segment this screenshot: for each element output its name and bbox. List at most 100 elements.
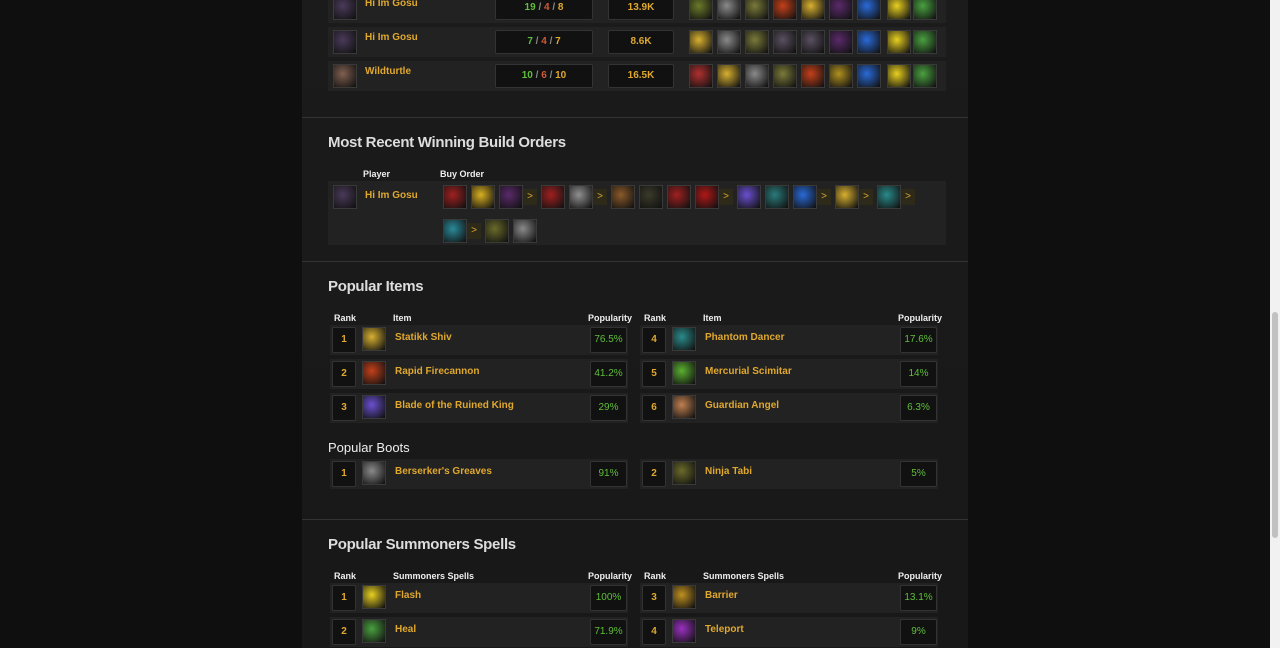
item-icon[interactable]: [689, 64, 713, 88]
item-name[interactable]: Mercurial Scimitar: [705, 366, 792, 377]
col-item: Summoners Spells: [393, 571, 475, 581]
rank-box: 2: [332, 619, 356, 645]
col-player: Player: [363, 169, 391, 179]
rank-box: 6: [642, 395, 666, 421]
assists: 7: [555, 36, 561, 47]
then-arrow: >: [593, 189, 607, 205]
summoner-spell-icon[interactable]: [913, 64, 937, 88]
summoner-spell-icon[interactable]: [913, 30, 937, 54]
item-icon[interactable]: [745, 30, 769, 54]
item-icon[interactable]: [695, 185, 719, 209]
item-icon[interactable]: [857, 30, 881, 54]
summoner-spell-icon[interactable]: [887, 0, 911, 20]
item-icon[interactable]: [717, 64, 741, 88]
item-icon[interactable]: [835, 185, 859, 209]
col-rank: Rank: [334, 313, 357, 323]
rank-box: 2: [642, 461, 666, 487]
popular-row: 4 Phantom Dancer 17.6%: [640, 325, 938, 355]
item-icon[interactable]: [737, 185, 761, 209]
item-icon[interactable]: [801, 64, 825, 88]
item-icon[interactable]: [717, 0, 741, 20]
item-icon[interactable]: [773, 64, 797, 88]
item-name[interactable]: Guardian Angel: [705, 400, 780, 411]
item-icon[interactable]: [829, 30, 853, 54]
item-icon[interactable]: [717, 30, 741, 54]
item-icon[interactable]: [541, 185, 565, 209]
popularity-box: 41.2%: [590, 361, 627, 387]
summoner-spell-icon[interactable]: [887, 30, 911, 54]
item-icon[interactable]: [765, 185, 789, 209]
item-icon[interactable]: [857, 0, 881, 20]
item-icon[interactable]: [829, 64, 853, 88]
item-name[interactable]: Teleport: [705, 624, 744, 635]
item-icon[interactable]: [672, 619, 696, 643]
item-icon[interactable]: [745, 64, 769, 88]
item-name[interactable]: Ninja Tabi: [705, 466, 753, 477]
player-name[interactable]: Hi Im Gosu: [365, 0, 418, 9]
rank-box: 3: [332, 395, 356, 421]
item-icon[interactable]: [672, 585, 696, 609]
item-icon[interactable]: [672, 395, 696, 419]
popularity-box: 5%: [900, 461, 937, 487]
item-icon[interactable]: [362, 395, 386, 419]
item-name[interactable]: Heal: [395, 624, 417, 635]
summoner-spell-icon[interactable]: [913, 0, 937, 20]
popularity-box: 76.5%: [590, 327, 627, 353]
item-icon[interactable]: [745, 0, 769, 20]
item-icon[interactable]: [829, 0, 853, 20]
popularity-box: 100%: [590, 585, 627, 611]
item-icon[interactable]: [877, 185, 901, 209]
item-icon[interactable]: [471, 185, 495, 209]
item-icon[interactable]: [689, 0, 713, 20]
match-row: Wildturtle 10 / 6 / 10 16.5K: [328, 61, 946, 91]
kda-box: 19 / 4 / 8: [495, 0, 593, 20]
item-icon[interactable]: [801, 0, 825, 20]
popular-row: 1 Berserker's Greaves 91%: [330, 459, 628, 489]
item-icon[interactable]: [362, 361, 386, 385]
player-name[interactable]: Hi Im Gosu: [365, 190, 418, 201]
item-icon[interactable]: [857, 64, 881, 88]
item-icon[interactable]: [362, 327, 386, 351]
player-name[interactable]: Hi Im Gosu: [365, 32, 418, 43]
col-popularity: Popularity: [588, 313, 633, 323]
then-arrow: >: [719, 189, 733, 205]
item-icon[interactable]: [611, 185, 635, 209]
item-icon[interactable]: [485, 219, 509, 243]
player-name[interactable]: Wildturtle: [365, 66, 412, 77]
item-icon[interactable]: [499, 185, 523, 209]
scrollbar-thumb[interactable]: [1272, 312, 1278, 538]
item-icon[interactable]: [362, 585, 386, 609]
item-icon[interactable]: [362, 619, 386, 643]
item-icon[interactable]: [773, 0, 797, 20]
item-icon[interactable]: [801, 30, 825, 54]
item-icon[interactable]: [672, 361, 696, 385]
item-icon[interactable]: [667, 185, 691, 209]
assists: 8: [557, 2, 564, 13]
item-icon[interactable]: [672, 461, 696, 485]
popular-row: 1 Flash 100%: [330, 583, 628, 613]
item-icon[interactable]: [793, 185, 817, 209]
champion-avatar: [333, 64, 357, 88]
item-name[interactable]: Rapid Firecannon: [395, 366, 480, 377]
item-icon[interactable]: [443, 185, 467, 209]
scrollbar[interactable]: [1270, 0, 1280, 648]
item-icon[interactable]: [362, 461, 386, 485]
summoner-spell-icon[interactable]: [887, 64, 911, 88]
content-panel: [302, 0, 968, 648]
item-icon[interactable]: [672, 327, 696, 351]
item-name[interactable]: Phantom Dancer: [705, 332, 785, 343]
item-name[interactable]: Flash: [395, 590, 422, 601]
item-icon[interactable]: [689, 30, 713, 54]
item-icon[interactable]: [513, 219, 537, 243]
champion-avatar: [333, 185, 357, 209]
item-name[interactable]: Berserker's Greaves: [395, 466, 492, 477]
item-icon[interactable]: [443, 219, 467, 243]
item-icon[interactable]: [639, 185, 663, 209]
popularity-box: 91%: [590, 461, 627, 487]
item-icon[interactable]: [569, 185, 593, 209]
item-name[interactable]: Barrier: [705, 590, 738, 601]
assists: 10: [555, 70, 567, 81]
item-icon[interactable]: [773, 30, 797, 54]
item-name[interactable]: Blade of the Ruined King: [395, 400, 514, 411]
item-name[interactable]: Statikk Shiv: [395, 332, 452, 343]
